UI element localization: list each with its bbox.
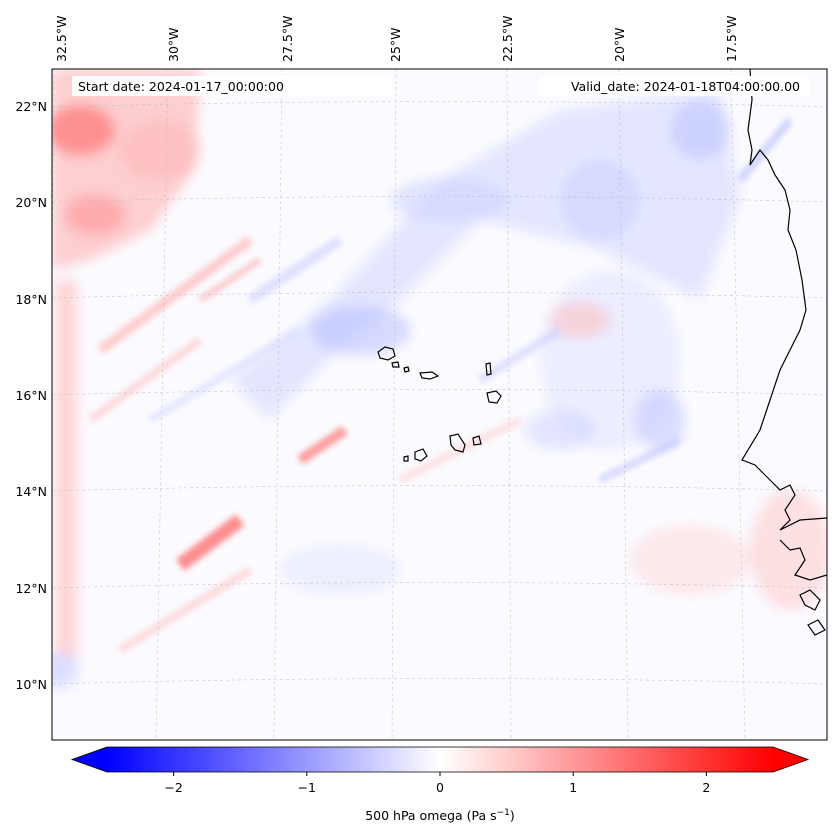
start-date-box [72, 76, 392, 96]
start-date-text: Start date: 2024-01-17_00:00:00 [78, 79, 284, 94]
lon-label: 25°W [388, 27, 403, 62]
valid-date-text: Valid_date: 2024-01-18T04:00:00.00 [571, 79, 800, 94]
lat-label: 12°N [15, 581, 47, 596]
lon-label: 22.5°W [500, 16, 515, 62]
map-panel [52, 69, 827, 740]
lon-label: 30°W [166, 27, 181, 62]
colorbar-tick-label: 2 [702, 780, 710, 795]
colorbar-label: 500 hPa omega (Pa s−1) [365, 808, 515, 823]
lon-label: 27.5°W [280, 16, 295, 62]
longitude-labels: 32.5°W 30°W 27.5°W 25°W 22.5°W 20°W 17.5… [54, 16, 739, 62]
africa-coastline [741, 69, 827, 531]
lat-label: 16°N [15, 388, 47, 403]
colorbar-ticks: −2 −1 0 1 2 [164, 772, 710, 795]
lon-label: 20°W [612, 27, 627, 62]
lat-label: 14°N [15, 484, 47, 499]
lon-label: 32.5°W [54, 16, 69, 62]
lat-label: 10°N [15, 677, 47, 692]
colorbar-min-extension [72, 747, 107, 772]
colorbar-tick-label: 0 [436, 780, 444, 795]
omega-field [52, 69, 827, 688]
lat-label: 22°N [15, 99, 47, 114]
lat-label: 18°N [15, 292, 47, 307]
colorbar-tick-label: −1 [298, 780, 316, 795]
map-frame [51, 68, 828, 741]
valid-date-box [540, 76, 810, 96]
colorbar-max-extension [773, 747, 808, 772]
latitude-labels: 22°N 20°N 18°N 16°N 14°N 12°N 10°N [15, 99, 47, 692]
colorbar-tick-label: −2 [164, 780, 182, 795]
cape-verde-islands [377, 346, 502, 462]
colorbar: −2 −1 0 1 2 500 hPa omega (Pa s−1) [70, 746, 810, 823]
colorbar-outline [70, 746, 810, 773]
colorbar-body [107, 747, 773, 772]
colorbar-tick-label: 1 [569, 780, 577, 795]
lat-label: 20°N [15, 195, 47, 210]
gridlines [52, 69, 827, 740]
coastlines [377, 69, 827, 636]
lon-label: 17.5°W [724, 16, 739, 62]
